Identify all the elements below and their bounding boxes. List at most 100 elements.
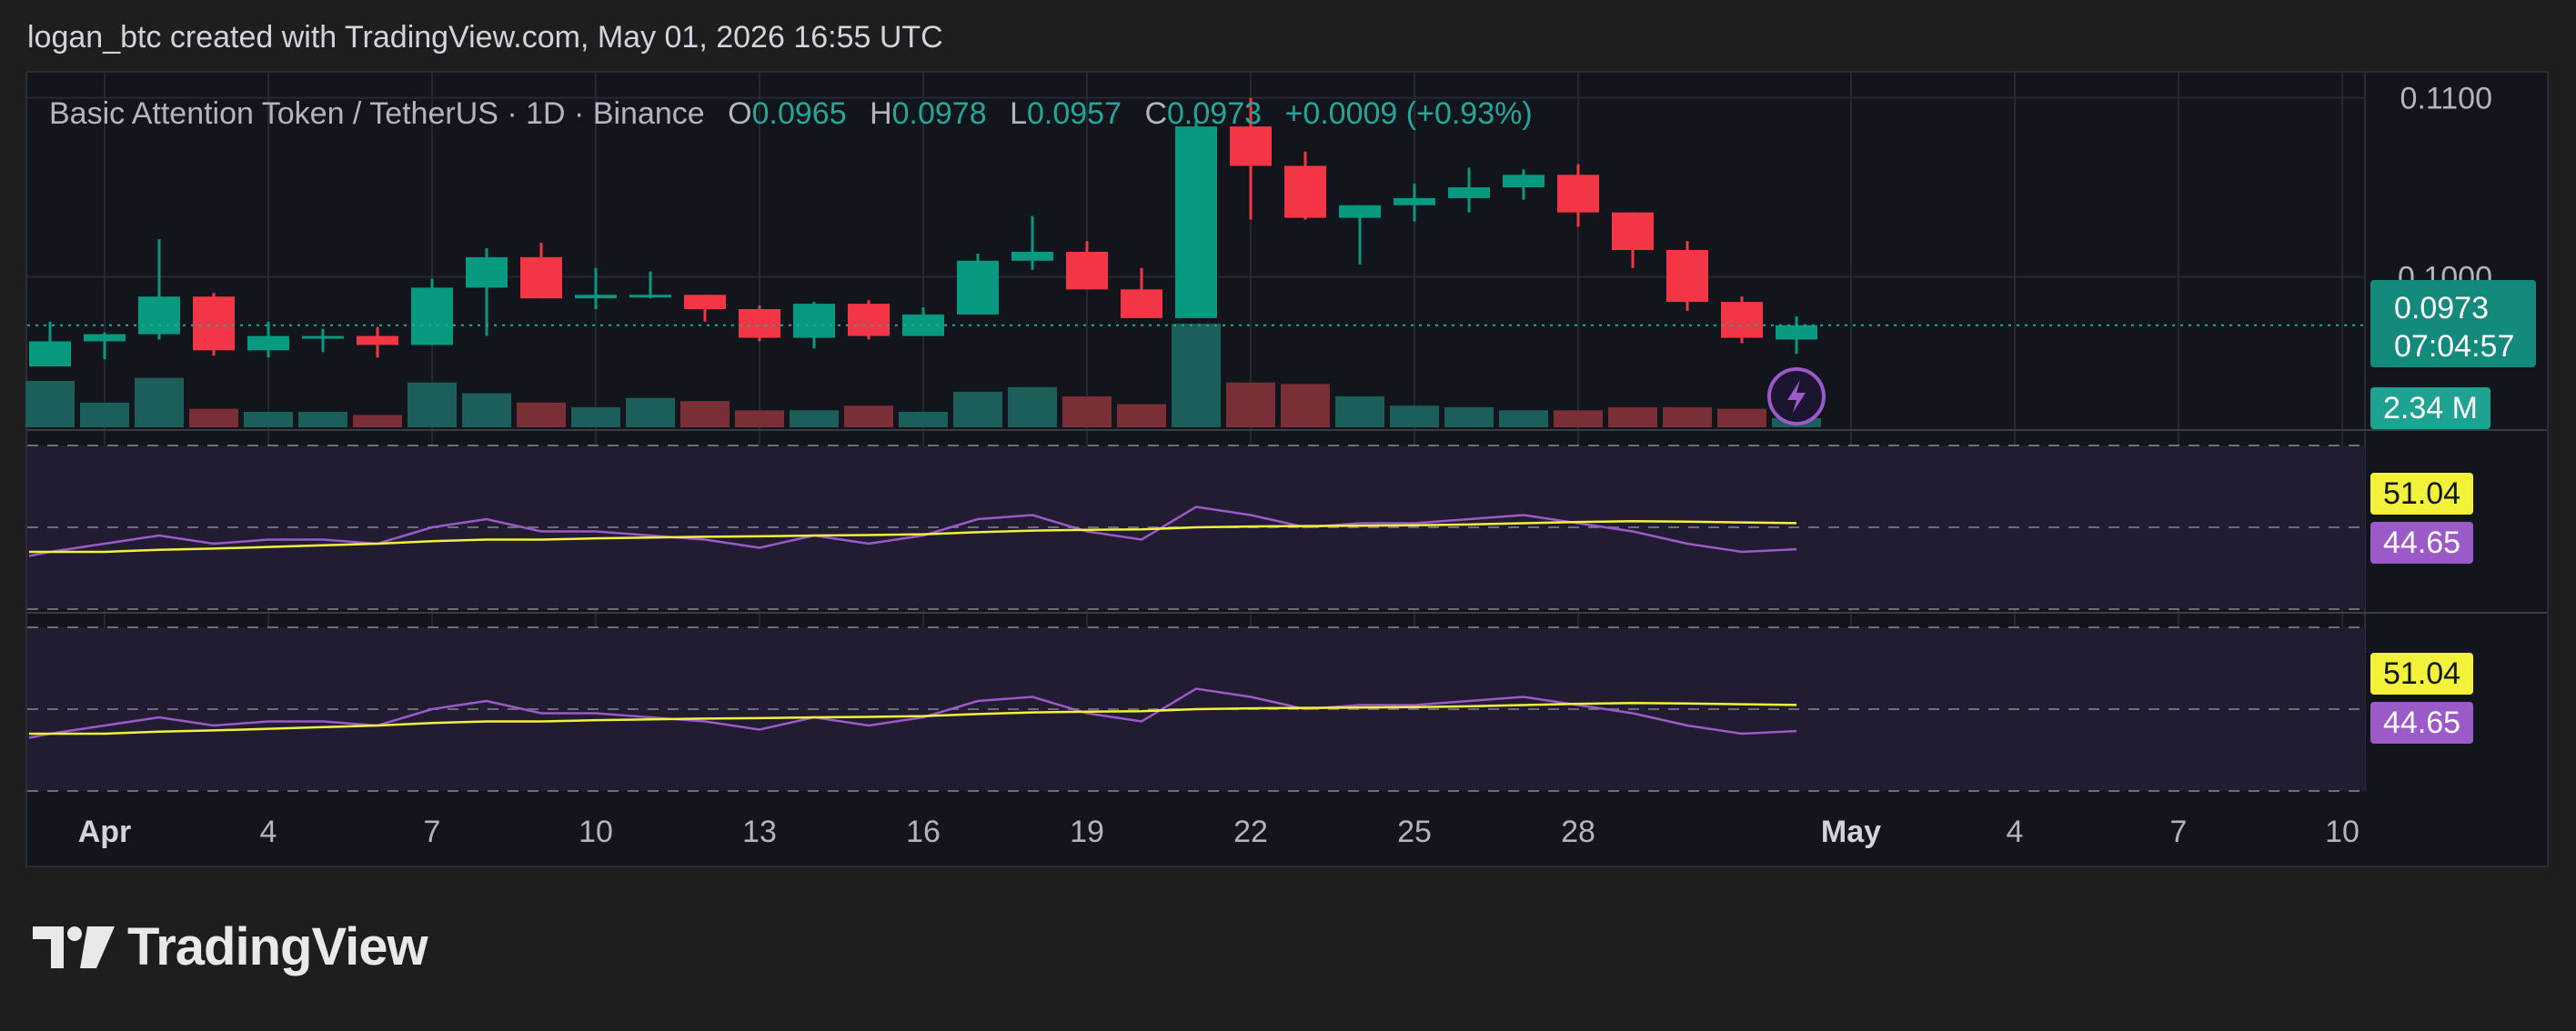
x-tick-label: 19 [1070,815,1104,849]
lightning-icon-bolt [1787,380,1806,413]
volume-bar [1444,406,1494,427]
volume-bar [1117,404,1166,427]
volume-bar [298,412,347,427]
volume-bar [1226,382,1275,427]
candle-body [848,304,890,336]
candle-body [1776,325,1817,340]
rsi-panel-backgrounds [27,445,2365,792]
candle-body [1175,126,1217,318]
open-label: O [728,96,752,131]
tradingview-brand[interactable]: TradingView [33,916,428,977]
candle-body [357,335,398,345]
volume-bar [844,405,893,427]
candle-body [411,287,453,345]
x-tick-label: 16 [906,815,941,849]
candle-body [629,295,671,298]
rsi-ma-tag-1: 51.04 [2370,473,2474,515]
candle-body [1557,175,1599,213]
candle-body [1230,126,1272,166]
candle-body [1448,187,1490,198]
volume-bar [408,382,457,427]
volume-bar [244,412,293,427]
candle-body [1503,175,1545,188]
volume-bar [1554,410,1603,427]
candle-body [902,314,944,336]
candle-body [684,295,726,309]
candle-body [84,334,126,342]
volume-bar [735,410,784,427]
low-label: L [1010,96,1027,131]
x-tick-label: 7 [2170,815,2188,849]
volume-bar [953,391,1002,427]
volume-bar [1172,324,1221,427]
candle-body [193,296,235,351]
volume-bar [1281,384,1330,427]
lightning-icon [1767,367,1826,425]
volume-bar [680,401,730,427]
volume-bar [790,410,839,427]
candles [27,97,2365,425]
volume-bar [1390,405,1439,427]
brand-name: TradingView [127,917,428,976]
current-price-tag: 0.0973 07:04:57 [2370,280,2536,367]
candle-body [520,256,562,299]
volume-bar [1062,396,1112,427]
change-value: +0.0009 (+0.93%) [1284,96,1533,131]
x-tick-label: Apr [78,815,132,849]
volume-bar [1008,386,1057,427]
x-tick-label: 25 [1397,815,1432,849]
volume-bar [517,402,566,427]
rsi-line [28,505,1797,557]
candle-body [575,295,617,299]
rsi-line [28,687,1797,739]
volume-tag: 2.34 M [2370,387,2490,429]
close-label: C [1144,96,1168,131]
candle-body [247,335,289,351]
x-tick-label: 4 [260,815,277,849]
low-value: 0.0957 [1027,96,1122,131]
candle-body [1011,251,1053,261]
candle-body [1284,165,1326,218]
volume-bar [626,397,675,427]
candle-body [1121,289,1162,318]
volume-bar [1608,406,1657,427]
volume-bar [571,406,620,427]
current-price: 0.0973 [2394,291,2489,325]
candle-body [29,341,71,367]
x-tick-label: 4 [2007,815,2024,849]
symbol-name[interactable]: Basic Attention Token / TetherUS · 1D · … [49,96,705,131]
volume-bars [25,324,1821,427]
x-tick-label: 7 [424,815,441,849]
candle-body [466,256,508,288]
volume-bar [462,393,511,427]
x-tick-label: 28 [1561,815,1595,849]
rsi-ma-line [29,519,1797,554]
volume-bar [135,377,184,427]
candle-body [1666,250,1708,303]
high-value: 0.0978 [891,96,987,131]
symbol-legend: Basic Attention Token / TetherUS · 1D · … [49,96,1533,132]
x-tick-label: 22 [1233,815,1268,849]
volume-bar [189,408,238,427]
volume-bar [1663,406,1712,427]
volume-bar [353,415,402,427]
candle-body [138,296,180,335]
candle-body [793,304,835,338]
candle-body [1721,302,1763,338]
tradingview-logo-icon [33,926,115,968]
candle-body [739,309,780,338]
close-value: 0.0973 [1167,96,1263,131]
volume-bar [1717,408,1766,427]
rsi-lines [28,505,1797,739]
x-tick-label: May [1821,815,1881,849]
volume-bar [899,412,948,427]
candle-body [1339,205,1381,218]
candle-body [1612,212,1654,250]
candle-body [302,335,344,339]
x-tick-label: 10 [2325,815,2360,849]
volume-bar [1335,396,1384,427]
price-tick-label: 0.1100 [2400,82,2492,116]
attribution-text: logan_btc created with TradingView.com, … [27,20,943,55]
